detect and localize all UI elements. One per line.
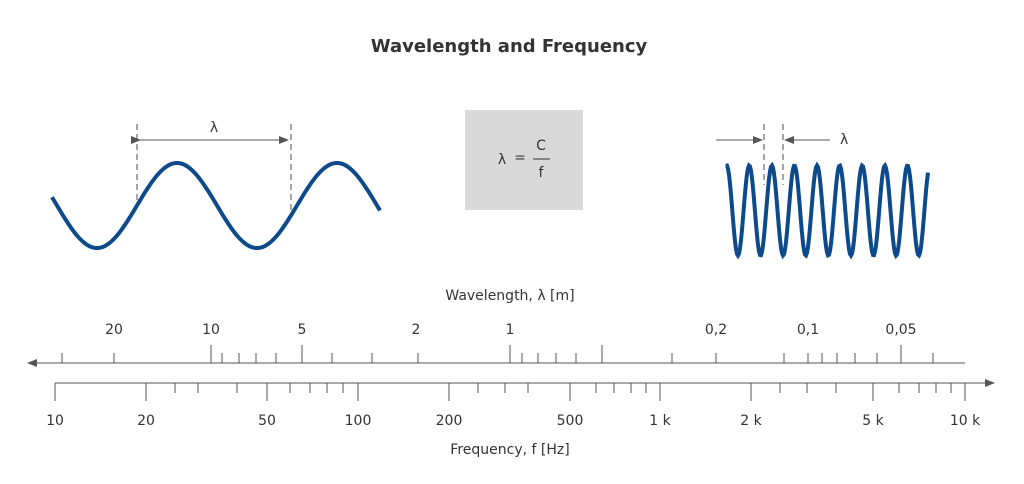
frequency-tick-label: 10 [46,413,64,429]
wavelength-tick-label: 20 [105,322,123,338]
sine-wave [725,161,930,260]
frequency-tick-label: 20 [137,413,155,429]
frequency-tick-label: 500 [557,413,584,429]
title: Wavelength and Frequency [371,36,648,57]
wavelength-axis-label: Wavelength, λ [m] [445,288,574,304]
frequency-tick-label: 2 k [740,413,762,429]
frequency-tick-label: 50 [258,413,276,429]
formula-lhs: λ [498,152,506,168]
wavelength-tick-label: 2 [412,322,421,338]
frequency-tick-label: 10 k [950,413,981,429]
frequency-tick-label: 5 k [862,413,884,429]
wavelength-tick-label: 0,2 [705,322,727,338]
lambda-label: λ [840,132,848,148]
formula-equals: = [514,150,526,166]
formula-denominator: f [539,165,545,181]
frequency-tick-label: 200 [436,413,463,429]
sine-wave [50,160,382,251]
frequency-tick-label: 1 k [649,413,671,429]
wavelength-tick-label: 10 [202,322,220,338]
lambda-label: λ [210,120,218,136]
wavelength-tick-label: 1 [506,322,515,338]
formula-box [465,110,583,210]
wavelength-tick-label: 0,1 [797,322,819,338]
wavelength-tick-label: 0,05 [885,322,916,338]
wavelength-tick-label: 5 [298,322,307,338]
frequency-axis-label: Frequency, f [Hz] [450,442,569,458]
frequency-tick-label: 100 [345,413,372,429]
formula-numerator: C [536,138,546,154]
